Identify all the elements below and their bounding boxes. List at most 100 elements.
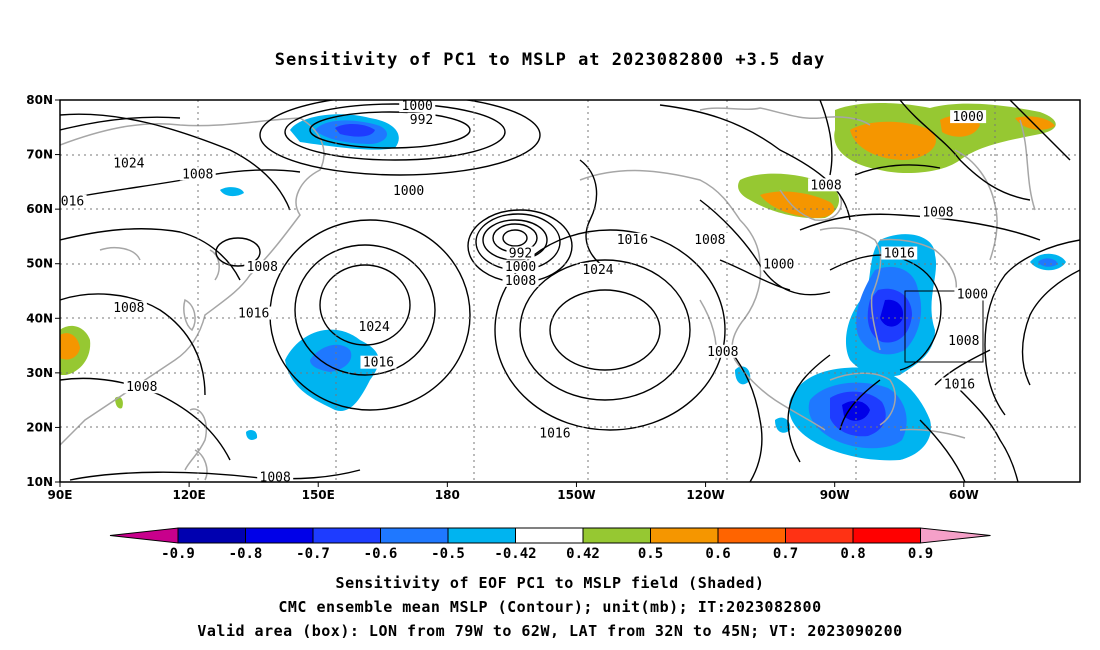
colorbar-bin — [515, 527, 584, 544]
lat-label: 40N — [26, 311, 53, 325]
contour-label: 1008 — [113, 301, 144, 316]
lat-label: 50N — [26, 257, 53, 271]
colorbar-label: -0.5 — [431, 546, 465, 562]
contour-label-bg — [919, 205, 956, 219]
lon-labels: 90E 120E 150E 180 150W 120W 90W 60W — [48, 482, 979, 502]
lon-label: 90E — [48, 488, 73, 502]
colorbar-bin — [177, 527, 246, 544]
colorbar-bin — [447, 527, 516, 544]
colorbar-label: -0.6 — [364, 546, 398, 562]
contour-label: 992 — [410, 113, 433, 128]
contour-label-bg — [945, 333, 982, 347]
colorbar-label: -0.42 — [494, 546, 536, 562]
lon-label: 150W — [557, 488, 595, 502]
lat-label: 80N — [26, 93, 53, 107]
colorbar-label: 0.5 — [638, 546, 663, 562]
lat-labels: 80N 70N 60N 50N 40N 30N 20N 10N — [26, 93, 60, 489]
colorbar-label: 0.7 — [773, 546, 798, 562]
contour-label-bg — [881, 246, 918, 260]
contour-label-bg — [502, 273, 539, 287]
contour-label-bg — [244, 260, 281, 274]
lon-label: 180 — [435, 488, 460, 502]
contour-label-bg — [179, 167, 216, 181]
colorbar-label: -0.9 — [161, 546, 195, 562]
contour-label-bg — [704, 344, 741, 358]
contour-label: 1016 — [53, 195, 84, 210]
colorbar-bin — [650, 527, 719, 544]
colorbar-label: 0.6 — [705, 546, 730, 562]
contour-label: 1016 — [363, 356, 394, 371]
lat-label: 10N — [26, 475, 53, 489]
contour-labels: 1000992102410081016100099210001008101610… — [53, 100, 991, 485]
contour-label: 1008 — [922, 206, 953, 221]
caption-line-1: Sensitivity of EOF PC1 to MSLP field (Sh… — [335, 574, 765, 592]
lat-label: 30N — [26, 366, 53, 380]
contour-label-bg — [502, 260, 539, 274]
colorbar-label: 0.9 — [908, 546, 933, 562]
lat-label: 60N — [26, 202, 53, 216]
contour-label-bg — [760, 257, 797, 271]
contour-label: 1000 — [393, 184, 424, 199]
contour-label: 1024 — [582, 263, 613, 278]
lat-label: 20N — [26, 420, 53, 434]
colorbar-bin — [582, 527, 651, 544]
colorbar-label: -0.8 — [229, 546, 263, 562]
lon-label: 90W — [820, 488, 850, 502]
plot-title: Sensitivity of PC1 to MSLP at 2023082800… — [274, 50, 826, 70]
colorbar-label: 0.8 — [840, 546, 865, 562]
contour-label: 1000 — [957, 287, 988, 302]
lon-label: 120W — [686, 488, 724, 502]
lon-label: 120E — [172, 488, 205, 502]
colorbar-over-triangle — [920, 527, 991, 544]
contour-label-bg — [60, 194, 87, 208]
contour-label: 1008 — [694, 233, 725, 248]
contour-label-bg — [808, 178, 845, 192]
colorbar-bin — [717, 527, 786, 544]
contour-label: 1016 — [238, 307, 269, 322]
contour-label: 1000 — [505, 260, 536, 275]
contour-label-bg — [579, 262, 616, 276]
contour-label: 1008 — [247, 260, 278, 275]
contour-label: 1008 — [126, 380, 157, 395]
colorbar-label: 0.42 — [566, 546, 600, 562]
contour-label-bg — [399, 100, 436, 113]
contour-label-bg — [954, 287, 991, 301]
contour-label: 1016 — [539, 427, 570, 442]
contour-label: 1008 — [260, 470, 291, 485]
caption-line-3: Valid area (box): LON from 79W to 62W, L… — [197, 622, 903, 640]
contour-label: 1024 — [359, 320, 390, 335]
contour-label: 1016 — [944, 378, 975, 393]
colorbar-bin — [785, 527, 854, 544]
contour-label: 1008 — [182, 167, 213, 182]
contour-label-bg — [235, 306, 272, 320]
colorbar-bin — [380, 527, 449, 544]
contour-label: 1008 — [810, 178, 841, 193]
colorbar-bin — [852, 527, 921, 544]
contour-label-bg — [536, 426, 573, 440]
caption-line-2: CMC ensemble mean MSLP (Contour); unit(m… — [278, 598, 822, 616]
contour-label: 1000 — [952, 110, 983, 125]
lon-label: 150E — [302, 488, 335, 502]
contour-label: 1024 — [113, 156, 144, 171]
contour-label-bg — [614, 232, 651, 246]
valid-area-box — [904, 290, 984, 363]
shading-layer — [60, 103, 1066, 461]
contour-label-bg — [506, 246, 535, 260]
map-frame — [59, 99, 1081, 483]
contour-label: 1008 — [505, 274, 536, 289]
contour-label: 1008 — [948, 334, 979, 349]
contour-label-bg — [360, 355, 397, 369]
contour-label: 1016 — [617, 233, 648, 248]
contour-label-bg — [390, 183, 427, 197]
contour-label-bg — [950, 110, 987, 124]
contour-label: 1000 — [763, 257, 794, 272]
contour-label: 992 — [509, 247, 532, 262]
colorbar-bin — [245, 527, 314, 544]
colorbar: -0.9 -0.8 -0.7 -0.6 -0.5 -0.42 0.42 0.5 0.6 0.7 0.… — [109, 527, 991, 562]
colorbar-under-triangle — [109, 527, 179, 544]
contour-label-bg — [691, 232, 728, 246]
colorbar-label: -0.7 — [296, 546, 330, 562]
contour-label-bg — [356, 320, 393, 334]
lon-label: 60W — [949, 488, 979, 502]
